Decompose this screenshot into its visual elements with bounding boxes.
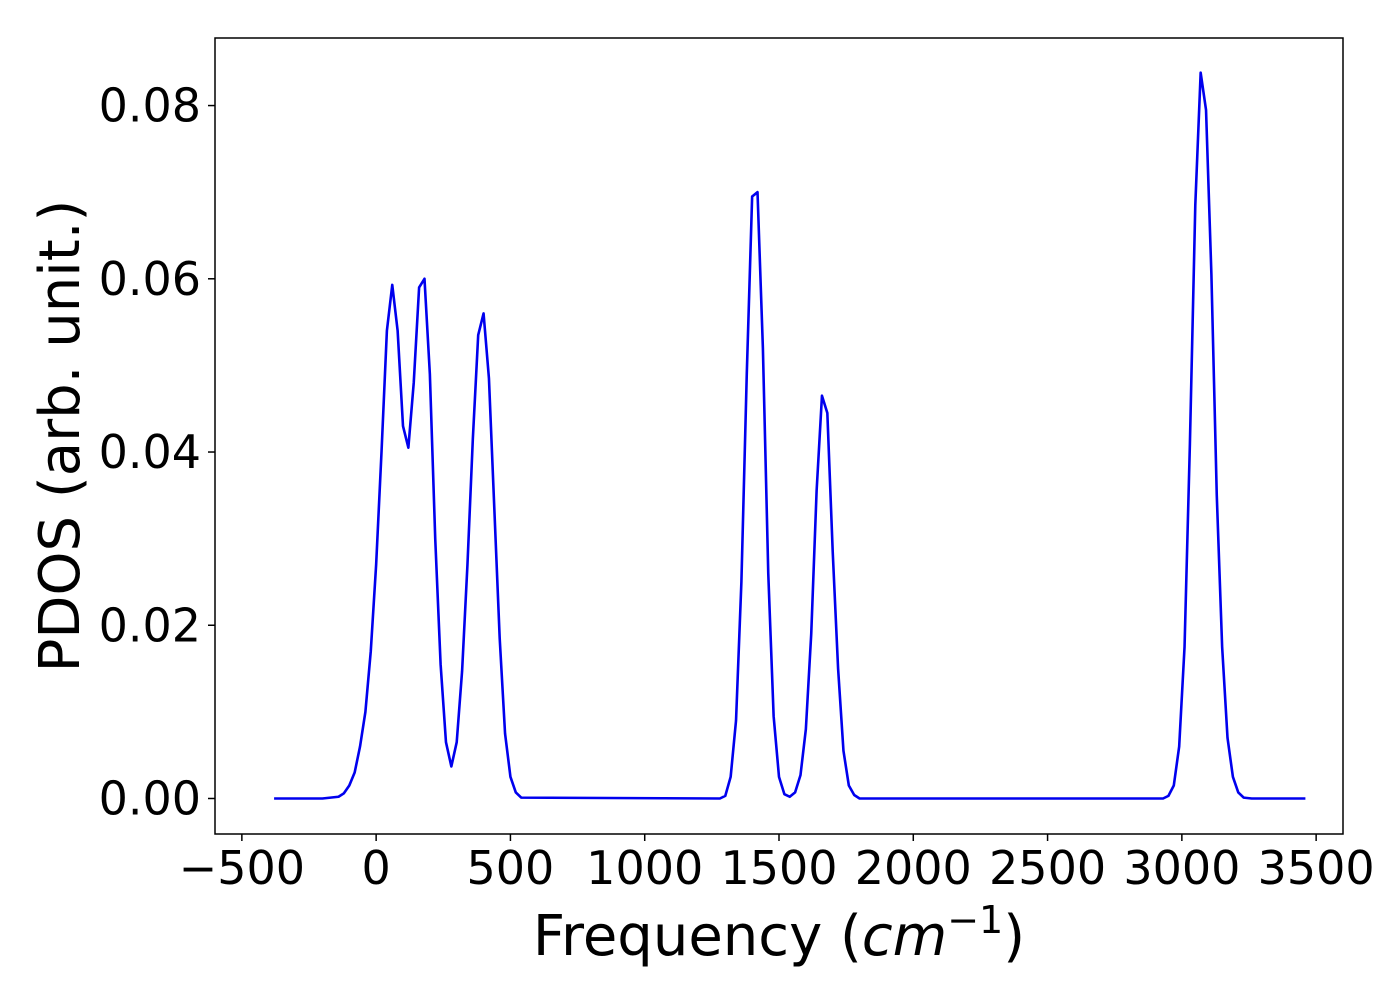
y-tick-label: 0.08	[99, 79, 201, 133]
x-axis-label-exponent: −1	[947, 898, 1003, 942]
y-tick-label: 0.02	[99, 598, 201, 652]
x-tick-label: 0	[362, 841, 391, 895]
x-axis-ticks: −500 0 500 1000 1500 2000 2500 3000 3500	[179, 834, 1375, 895]
x-tick-label: 3000	[1123, 841, 1240, 895]
plot-frame	[214, 37, 1344, 835]
x-tick-label: 1000	[586, 841, 703, 895]
x-axis-label-close: )	[1003, 904, 1025, 969]
y-axis-label: PDOS (arb. unit.)	[28, 200, 93, 673]
x-tick-label: 1500	[720, 841, 837, 895]
x-axis-label: Frequency (cm−1)	[533, 898, 1025, 969]
y-tick-label: 0.04	[99, 425, 201, 479]
line-layer	[274, 71, 1306, 800]
x-tick-label: 2000	[855, 841, 972, 895]
x-tick-label: 500	[467, 841, 555, 895]
x-axis-label-main: Frequency (	[533, 904, 862, 969]
y-tick-label: 0.06	[99, 252, 201, 306]
x-axis-label-unit: cm	[862, 904, 947, 969]
pdos-series-line	[274, 71, 1306, 800]
y-axis-ticks: 0.00 0.02 0.04 0.06 0.08	[99, 79, 215, 825]
x-tick-label: 3500	[1258, 841, 1375, 895]
y-tick-label: 0.00	[99, 771, 201, 825]
x-tick-label: −500	[179, 841, 305, 895]
x-tick-label: 2500	[989, 841, 1106, 895]
